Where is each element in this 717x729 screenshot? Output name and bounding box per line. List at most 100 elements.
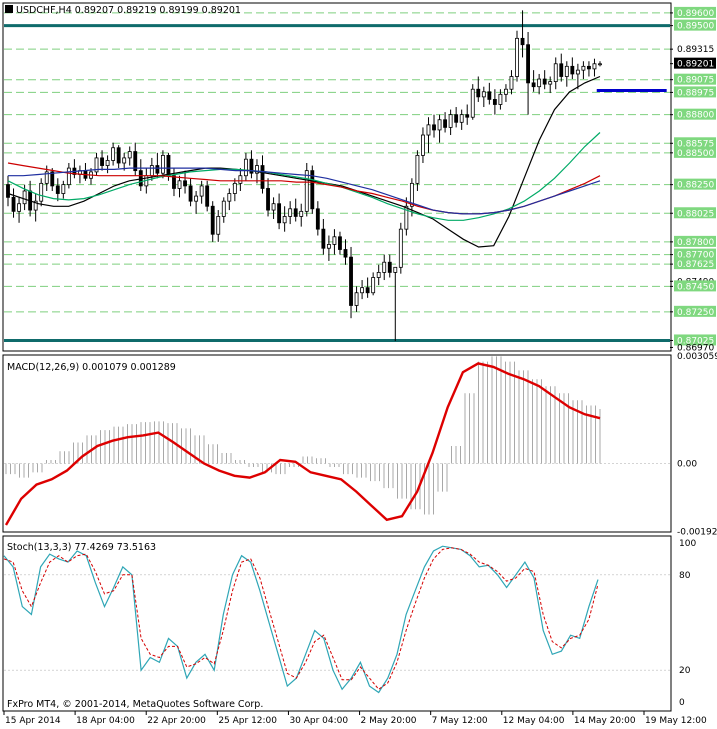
candle-body-39 xyxy=(221,200,226,217)
candle-body-57 xyxy=(321,228,326,249)
candle-body-7 xyxy=(44,171,49,184)
price-tick-label-17: 0.87025 xyxy=(677,336,714,346)
candle-body-55 xyxy=(310,170,315,210)
candle-body-49 xyxy=(277,203,282,224)
price-tick-label-6: 0.88800 xyxy=(677,111,714,121)
candle-body-42 xyxy=(238,175,243,184)
candle-body-18 xyxy=(105,160,110,166)
macd-tick-label-2: -0.001928 xyxy=(677,527,717,537)
candle-body-37 xyxy=(210,205,215,235)
candle-body-50 xyxy=(282,216,287,224)
candle-body-17 xyxy=(100,157,104,166)
candle-body-67 xyxy=(376,272,381,278)
price-tick-bg-13 xyxy=(674,258,716,270)
candle-body-97 xyxy=(542,78,547,85)
candle-body-62 xyxy=(349,256,353,306)
candle-body-87 xyxy=(487,91,492,100)
time-tick-label-1: 18 Apr 04:00 xyxy=(76,716,135,726)
price-tick-label-1: 0.89500 xyxy=(677,22,714,32)
candle-body-105 xyxy=(587,65,591,70)
candle-body-91 xyxy=(509,76,514,90)
candle-body-60 xyxy=(338,236,342,250)
candle-body-21 xyxy=(122,157,127,164)
candle-body-53 xyxy=(299,210,304,217)
price-tick-label-13: 0.87625 xyxy=(677,260,714,270)
candle-body-8 xyxy=(50,171,55,187)
price-tick-bg-9 xyxy=(674,178,716,190)
candle-body-73 xyxy=(409,182,414,207)
price-tick-label-4: 0.89075 xyxy=(677,76,714,86)
price-tick-label-8: 0.88500 xyxy=(677,149,714,159)
candle-body-102 xyxy=(570,65,575,75)
macd-axis: 0.003059 0.00 -0.001928 xyxy=(677,352,717,537)
candle-body-100 xyxy=(559,63,564,77)
time-tick-label-7: 12 May 04:00 xyxy=(503,716,565,726)
candle-body-5 xyxy=(33,200,38,211)
candle-body-74 xyxy=(415,154,420,184)
time-axis: 15 Apr 2014 18 Apr 04:00 22 Apr 20:00 25 Ap… xyxy=(3,711,707,726)
candle-body-107 xyxy=(598,63,602,66)
candle-body-6 xyxy=(39,182,44,202)
price-tick-bg-6 xyxy=(674,108,716,120)
price-tick-bg-4 xyxy=(674,73,716,85)
price-tick-bg-11 xyxy=(674,235,716,247)
price-tick-bg-8 xyxy=(674,146,716,158)
stoch-tick-label-3: 0 xyxy=(679,698,685,708)
candle-body-104 xyxy=(581,65,586,71)
stoch-main-line xyxy=(3,545,599,694)
price-tick-bg-17 xyxy=(674,334,716,346)
price-tick-bg-16 xyxy=(674,305,716,317)
candle-body-51 xyxy=(288,208,293,217)
candle-body-72 xyxy=(404,205,409,230)
candle-body-16 xyxy=(94,157,99,173)
symbol-marker-icon xyxy=(5,5,13,13)
price-tick-label-9: 0.88250 xyxy=(677,181,714,191)
candle-body-83 xyxy=(465,114,470,118)
time-tick-label-6: 7 May 12:00 xyxy=(432,716,488,726)
candle-body-89 xyxy=(498,93,503,105)
price-tick-label-11: 0.87800 xyxy=(677,238,714,248)
stoch-layer xyxy=(3,545,670,694)
candle-body-84 xyxy=(470,88,475,118)
price-tick-bg-15 xyxy=(674,280,716,292)
price-tick-bg-12 xyxy=(674,248,716,260)
price-pane[interactable] xyxy=(2,2,672,352)
stoch-tick-label-2: 20 xyxy=(679,666,691,676)
price-tick-bg-10 xyxy=(674,207,716,219)
candle-body-11 xyxy=(66,167,71,186)
stoch-pane[interactable] xyxy=(2,535,672,712)
candle-body-79 xyxy=(443,119,448,128)
macd-layer xyxy=(4,356,670,526)
moving-average-3 xyxy=(8,167,601,215)
candle-body-63 xyxy=(354,292,359,306)
candle-body-44 xyxy=(249,158,254,174)
price-tick-label-10: 0.88025 xyxy=(677,209,714,219)
candle-body-88 xyxy=(492,99,497,105)
candle-body-69 xyxy=(387,261,392,273)
candle-body-80 xyxy=(448,114,453,128)
price-tick-label-15: 0.87450 xyxy=(677,282,714,292)
current-price-box xyxy=(674,57,716,69)
chart-title: USDCHF,H4 0.89207 0.89219 0.89199 0.8920… xyxy=(16,5,241,16)
stoch-tick-label-1: 80 xyxy=(679,571,691,581)
candle-body-32 xyxy=(183,180,187,187)
candle-body-43 xyxy=(243,158,248,177)
candle-body-0 xyxy=(6,184,10,198)
price-levels-layer xyxy=(4,12,670,342)
price-tick-label-3: 0.89201 xyxy=(677,60,714,70)
candle-body-38 xyxy=(216,216,221,235)
macd-tick-label-0: 0.003059 xyxy=(677,352,717,362)
candle-body-10 xyxy=(61,184,66,194)
stoch-tick-label-0: 100 xyxy=(679,539,696,549)
candle-body-2 xyxy=(17,203,21,212)
candle-body-95 xyxy=(531,82,536,88)
candle-body-106 xyxy=(592,63,597,70)
time-tick-label-4: 30 Apr 04:00 xyxy=(289,716,348,726)
candle-body-26 xyxy=(149,165,154,177)
time-tick-label-3: 25 Apr 12:00 xyxy=(218,716,277,726)
macd-tick-label-1: 0.00 xyxy=(677,460,697,470)
candle-body-103 xyxy=(575,69,580,75)
candle-body-65 xyxy=(365,287,370,294)
candle-body-34 xyxy=(194,195,199,202)
candle-body-77 xyxy=(432,124,436,131)
